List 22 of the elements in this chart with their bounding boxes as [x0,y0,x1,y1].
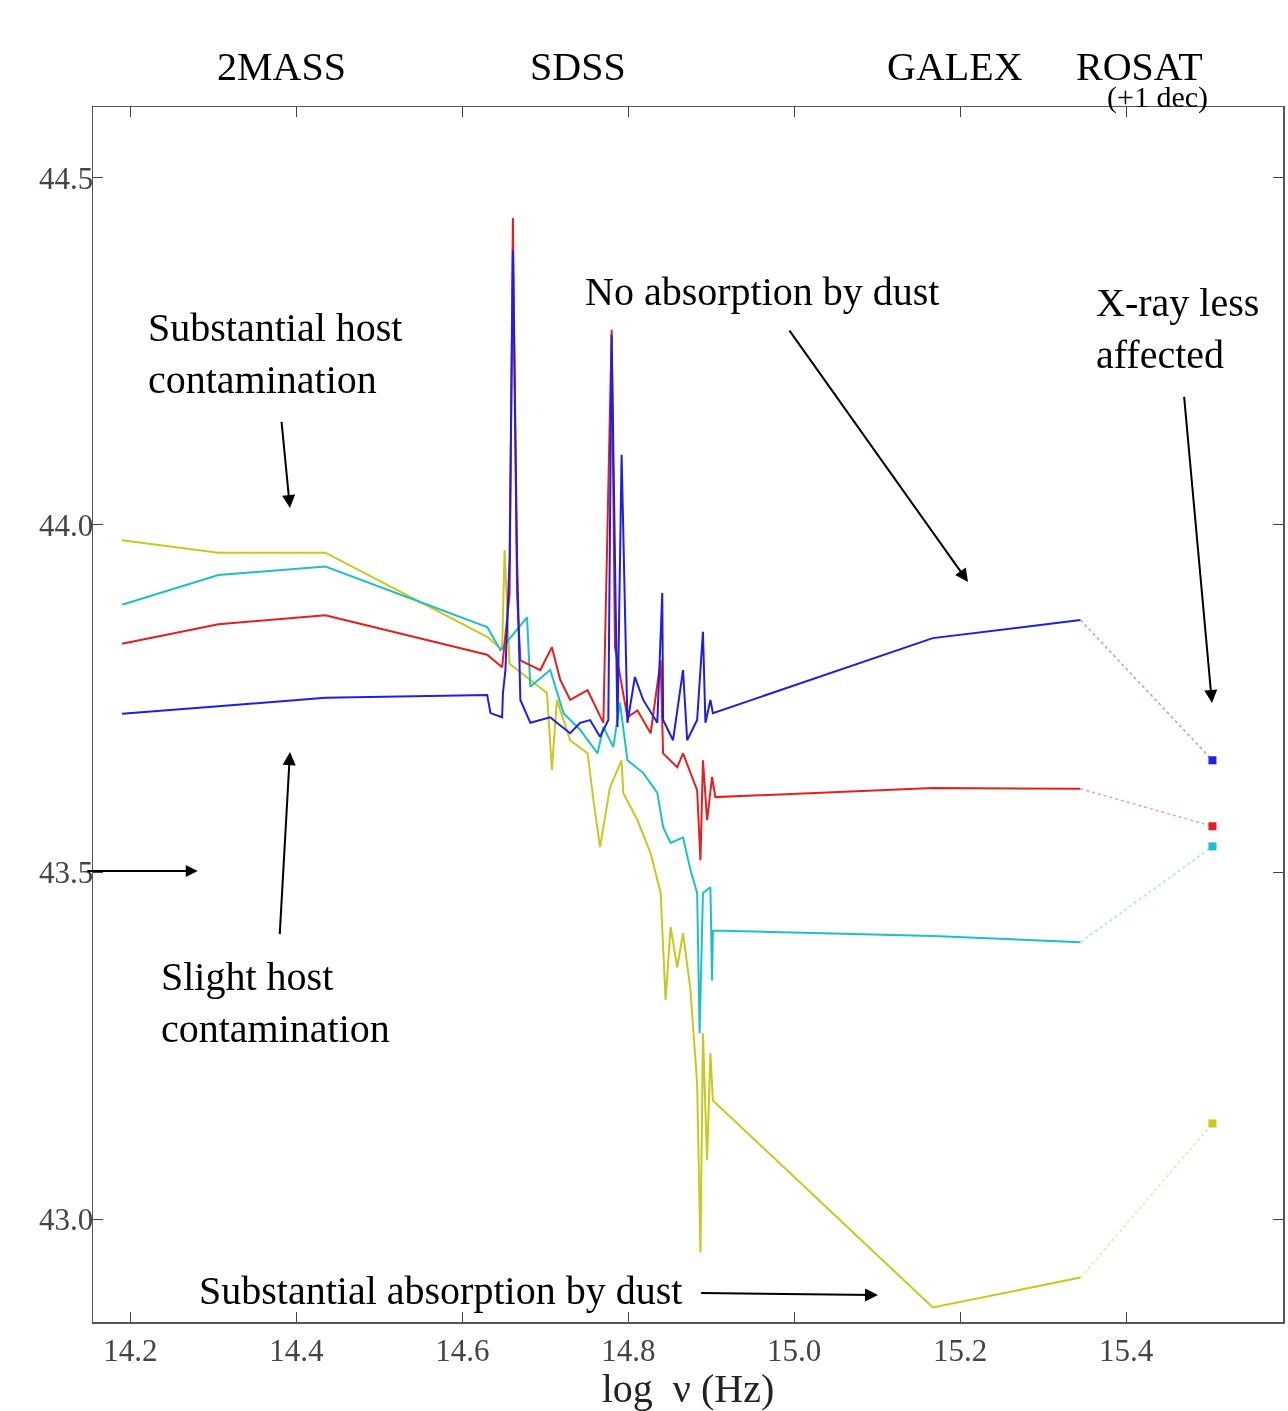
x-tick-label: 14.2 [103,1332,158,1368]
annotation: No absorption by dust [585,269,940,314]
x-tick-label: 14.4 [269,1332,324,1368]
y-tick-label: 44.5 [39,160,94,196]
text: 2MASS [217,44,346,89]
line-series [121,249,1082,742]
text: SDSS [530,44,626,89]
annotation: Substantial absorption by dust [199,1268,683,1313]
annotation: (+1 dec) [1107,80,1209,114]
y-tick-label: 43.5 [39,854,94,890]
x-tick-label: 14.8 [601,1332,656,1368]
x-tick-label: 15.2 [933,1332,988,1368]
x-tick-label: 15.0 [767,1332,822,1368]
annotation: Substantial host contamination [148,305,403,402]
annotation: X-ray less affected [1096,280,1260,377]
annotation: Slight host contamination [161,954,390,1051]
x-axis-title: log ν (Hz) [601,1366,775,1411]
y-tick-label: 44.0 [39,507,94,543]
y-tick-label: 43.0 [39,1202,94,1238]
text: GALEX [887,44,1023,89]
x-tick-label: 14.6 [435,1332,490,1368]
x-tick-label: 15.4 [1099,1332,1154,1368]
